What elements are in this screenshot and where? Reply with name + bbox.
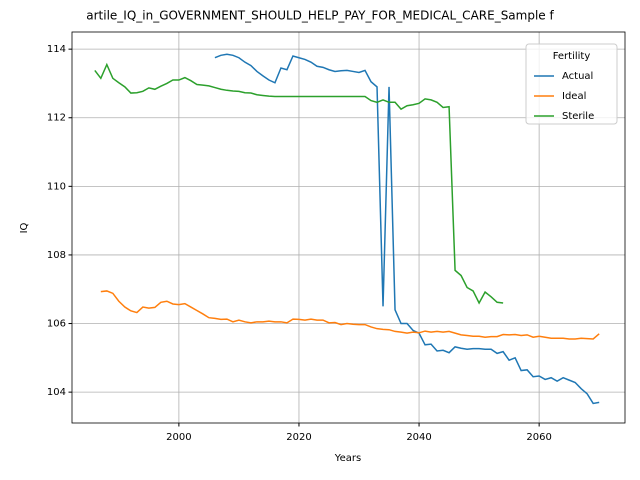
legend-label: Sterile [562, 111, 594, 122]
chart-title: artile_IQ_in_GOVERNMENT_SHOULD_HELP_PAY_… [86, 9, 554, 23]
legend-box [525, 43, 618, 125]
y-tick-label: 112 [47, 113, 66, 124]
x-axis-label: Years [334, 453, 361, 464]
y-tick-label: 110 [47, 181, 66, 192]
axes-frame [71, 31, 626, 424]
y-axis-label: IQ [19, 222, 30, 233]
x-tick-label: 2020 [286, 432, 311, 443]
line [94, 62, 504, 305]
y-tick-label: 104 [47, 387, 66, 398]
y-tick-label: 108 [47, 250, 66, 261]
line [214, 53, 600, 405]
y-tick-label: 106 [47, 319, 66, 330]
x-tick-label: 2040 [406, 432, 431, 443]
line [100, 290, 600, 340]
x-tick-label: 2000 [166, 432, 191, 443]
y-tick-label: 114 [47, 44, 66, 55]
legend-title: Fertility [553, 51, 591, 62]
x-tick-label: 2060 [526, 432, 551, 443]
legend-label: Actual [562, 71, 593, 82]
legend-label: Ideal [562, 91, 586, 102]
